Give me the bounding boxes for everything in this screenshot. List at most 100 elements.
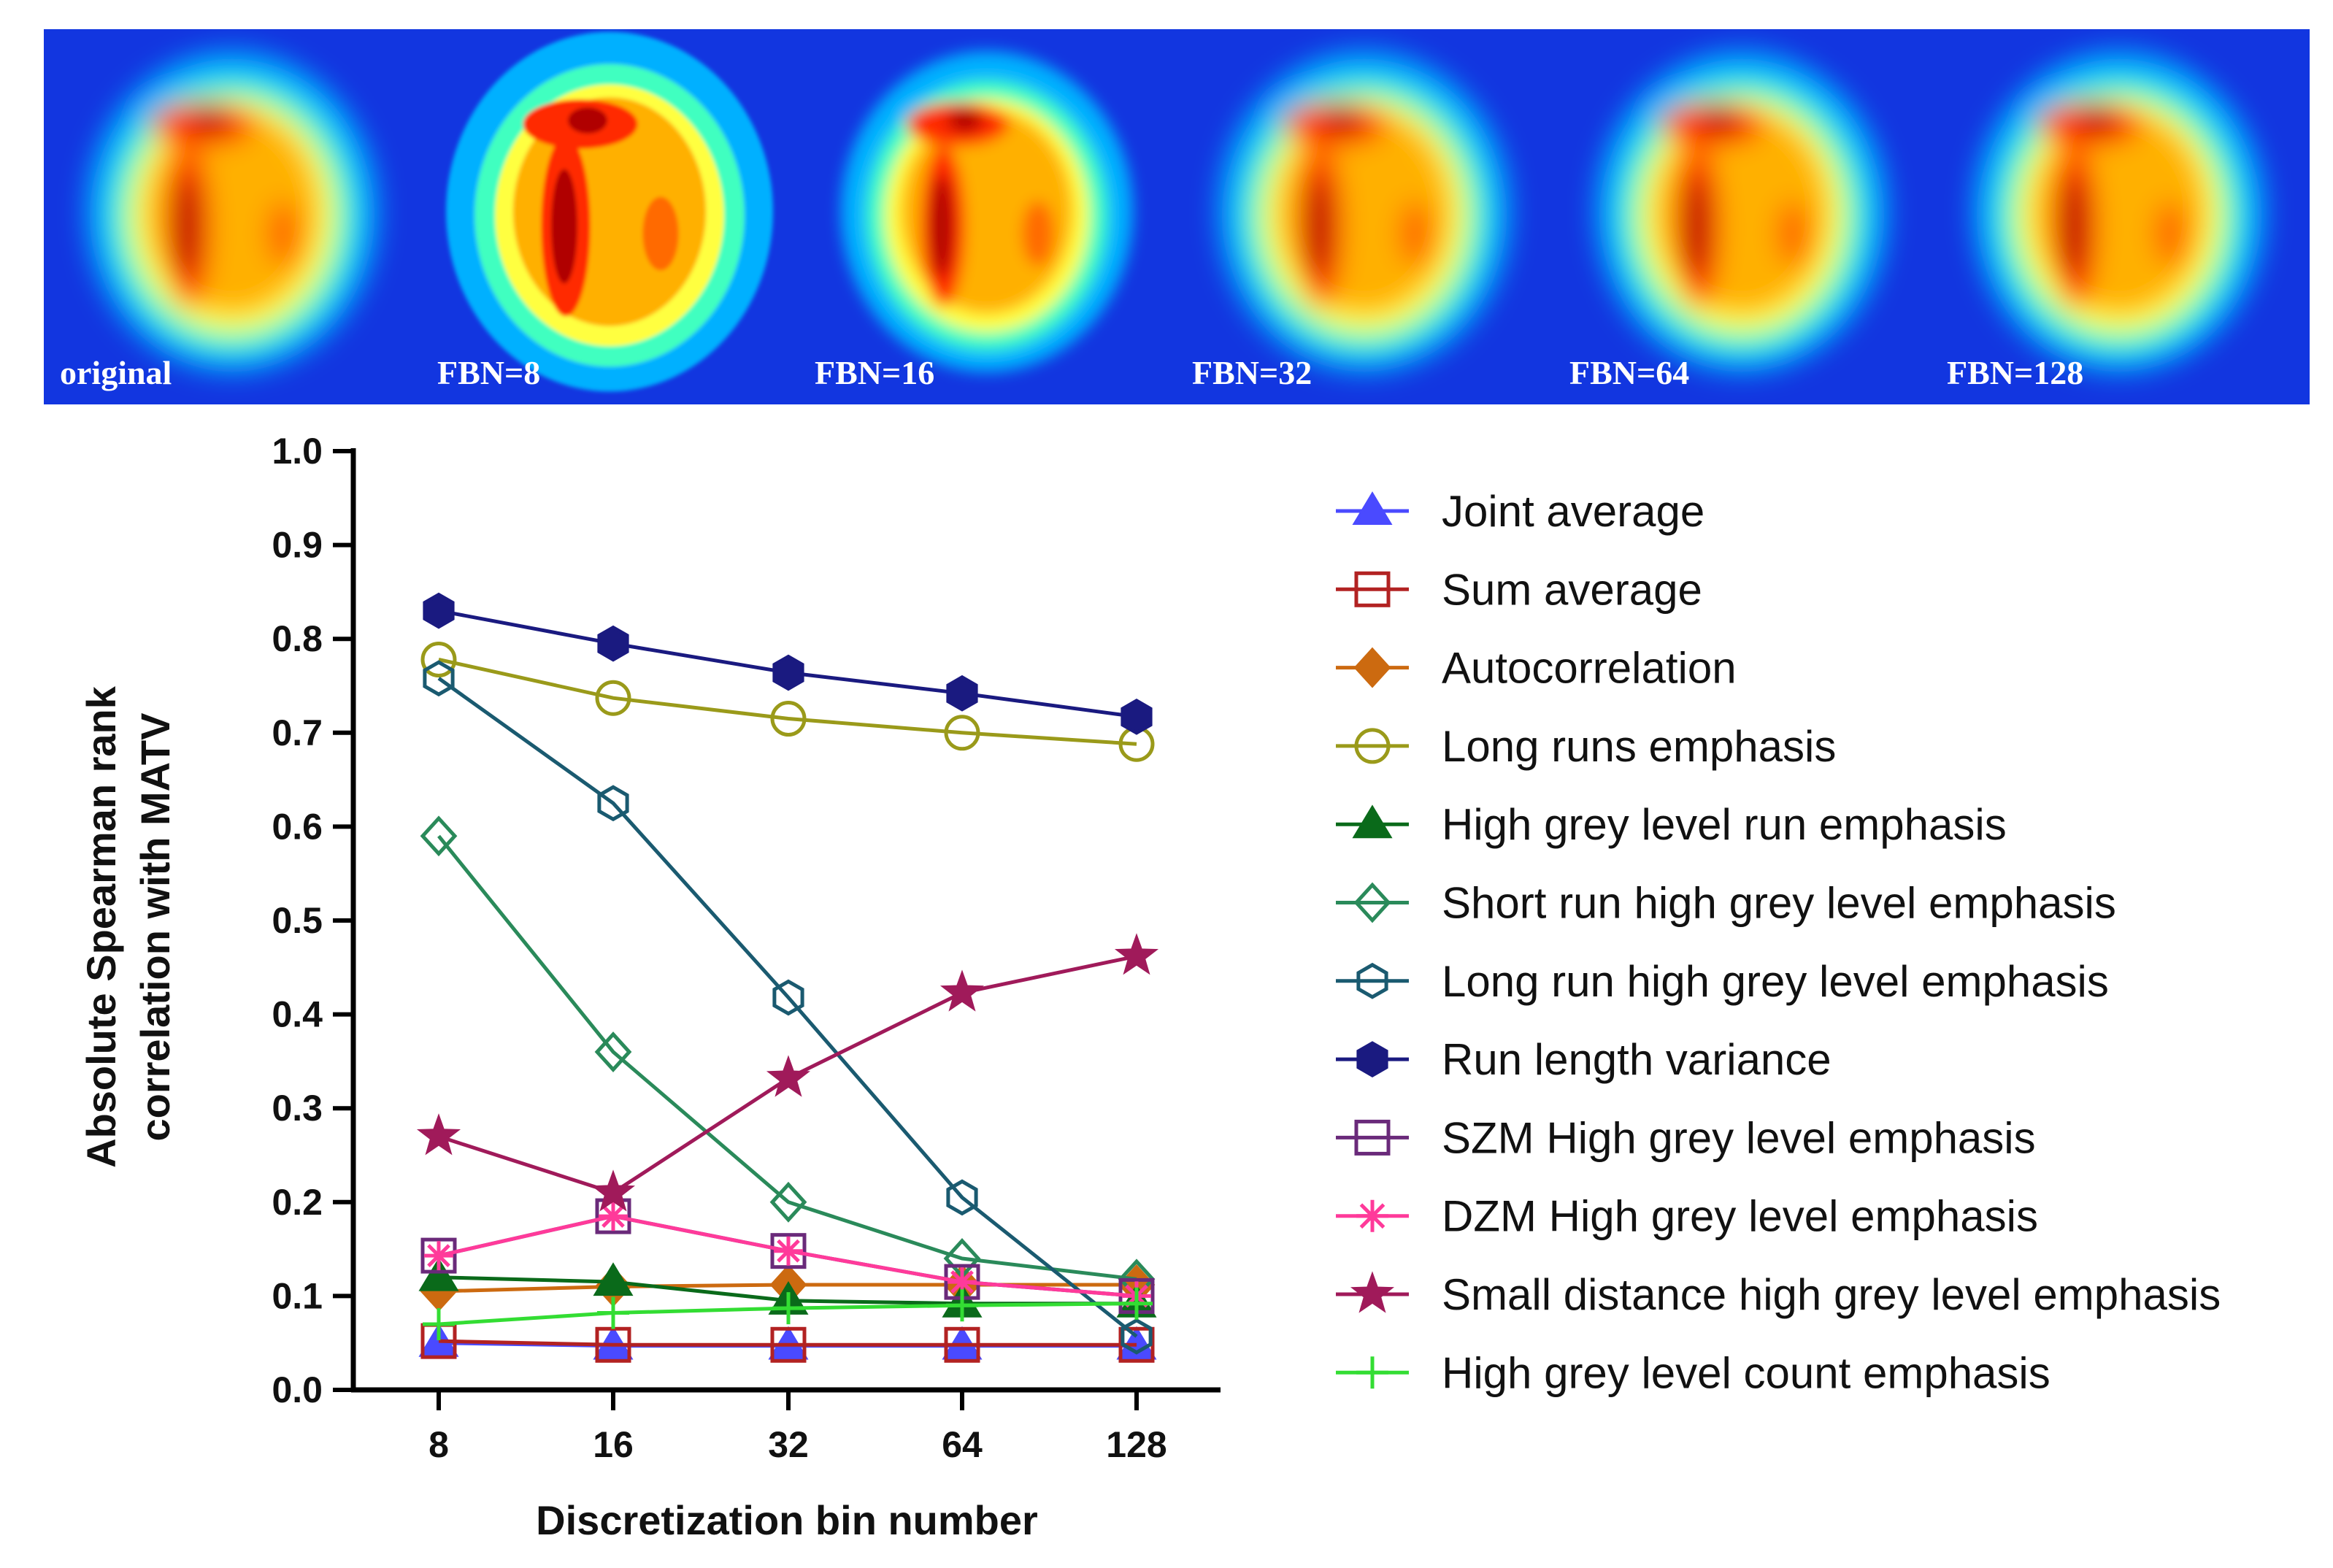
series-3 (420, 641, 1155, 762)
data-point (423, 592, 455, 629)
data-point (420, 1237, 457, 1274)
data-point (769, 1181, 807, 1223)
legend-marker (1352, 491, 1393, 525)
heatmap-strip: original FBN=8 FBN=16 FBN=32 FBN=64 FBN=128 (44, 29, 2310, 404)
legend-label: Short run high grey level emphasis (1442, 879, 2116, 928)
data-point (1121, 1318, 1153, 1355)
legend-entry-6: Long run high grey level emphasis (1336, 957, 2109, 1006)
legend-entry-7: Run length variance (1336, 1035, 1832, 1084)
series-line (437, 677, 1138, 1338)
data-point (1114, 933, 1159, 975)
legend-label: High grey level run emphasis (1442, 800, 2007, 849)
data-point (939, 969, 985, 1012)
legend-entry-4: High grey level run emphasis (1336, 800, 2007, 849)
x-tick-label: 16 (593, 1424, 634, 1465)
legend-label: Autocorrelation (1442, 644, 1737, 693)
data-point (595, 680, 631, 716)
data-point (772, 1292, 804, 1325)
legend-label: Long runs emphasis (1442, 722, 1836, 771)
heatmap-panel-5: FBN=128 (1931, 29, 2310, 404)
y-tick-label: 1.0 (272, 431, 323, 472)
y-axis-title-line-1: Absolute Spearman rank (78, 685, 124, 1168)
data-point (946, 1289, 978, 1322)
legend-entry-2: Autocorrelation (1336, 644, 1737, 693)
data-point (770, 701, 807, 737)
legend-label: SZM High grey level emphasis (1442, 1113, 2036, 1162)
legend-marker (1356, 1199, 1388, 1232)
legend-marker (1354, 571, 1391, 607)
data-point (1121, 699, 1153, 735)
data-point (424, 1241, 453, 1271)
heatmap-panel-0: original (44, 29, 421, 404)
heatmap-label-2: FBN=16 (815, 354, 934, 391)
data-point (944, 715, 980, 751)
data-point (1121, 1287, 1153, 1320)
data-point (418, 1257, 459, 1291)
heatmap-panel-3: FBN=32 (1176, 29, 1553, 404)
y-tick-label: 0.1 (272, 1275, 323, 1316)
series-7 (423, 592, 1153, 735)
x-tick-label: 32 (768, 1424, 809, 1465)
legend-marker (1353, 647, 1391, 688)
legend-entry-8: SZM High grey level emphasis (1336, 1113, 2036, 1162)
y-tick-label: 0.6 (272, 806, 323, 847)
legend-marker (1353, 882, 1391, 923)
data-point (597, 1296, 629, 1329)
heatmap-label-3: FBN=32 (1192, 354, 1312, 391)
legend-entry-9: DZM High grey level emphasis (1336, 1192, 2038, 1241)
data-point (597, 785, 629, 822)
legend-entry-1: Sum average (1336, 565, 1702, 614)
y-axis-title-line-2: correlation with MATV (132, 713, 178, 1142)
data-point (774, 1236, 803, 1266)
legend-label: Run length variance (1442, 1035, 1832, 1084)
heatmap-panel-1: FBN=8 (421, 29, 799, 404)
heatmap-label-0: original (60, 354, 172, 391)
data-point (766, 1055, 811, 1097)
data-point (946, 675, 978, 712)
y-tick-label: 0.3 (272, 1088, 323, 1129)
data-point (772, 979, 804, 1016)
data-point (599, 1202, 628, 1231)
data-point (1118, 1326, 1155, 1363)
data-point (946, 1179, 978, 1216)
legend-entry-11: High grey level count emphasis (1336, 1348, 2050, 1397)
data-point (770, 1326, 807, 1363)
legend-label: DZM High grey level emphasis (1442, 1192, 2038, 1241)
heatmap-label-1: FBN=8 (437, 354, 540, 391)
series-line (437, 834, 1137, 1281)
legend-label: Joint average (1442, 487, 1704, 536)
series-10 (416, 933, 1159, 1212)
series-line (438, 1339, 1137, 1347)
heatmap-panel-4: FBN=64 (1553, 29, 1931, 404)
data-point (594, 1031, 632, 1072)
data-point (420, 641, 457, 677)
data-point (591, 1169, 636, 1212)
y-tick-label: 0.0 (272, 1369, 323, 1410)
data-point (416, 1113, 461, 1156)
data-point (423, 1307, 455, 1340)
y-tick-label: 0.5 (272, 900, 323, 941)
y-tick-label: 0.9 (272, 525, 323, 566)
data-point (770, 1233, 807, 1269)
legend-label: Long run high grey level emphasis (1442, 957, 2109, 1006)
legend-marker (1352, 804, 1393, 839)
series-11 (423, 1287, 1153, 1340)
data-point (420, 815, 458, 857)
x-tick-label: 128 (1106, 1424, 1166, 1465)
y-tick-label: 0.8 (272, 618, 323, 659)
legend: Joint average Sum average Autocorrelation L… (1336, 487, 2221, 1397)
legend-marker (1356, 962, 1388, 999)
legend-marker (1354, 1119, 1391, 1156)
y-axis-title: Absolute Spearman rank correlation with … (78, 685, 178, 1168)
legend-entry-5: Short run high grey level emphasis (1336, 879, 2116, 928)
legend-entry-0: Joint average (1336, 487, 1704, 536)
series-line (438, 658, 1137, 746)
legend-label: Small distance high grey level emphasis (1442, 1270, 2221, 1319)
data-point (948, 1267, 977, 1297)
y-tick-label: 0.2 (272, 1182, 323, 1223)
heatmap-label-4: FBN=64 (1569, 354, 1689, 391)
legend-marker (1354, 728, 1391, 764)
x-axis-title: Discretization bin number (536, 1497, 1038, 1543)
heatmap-label-5: FBN=128 (1947, 354, 2083, 391)
